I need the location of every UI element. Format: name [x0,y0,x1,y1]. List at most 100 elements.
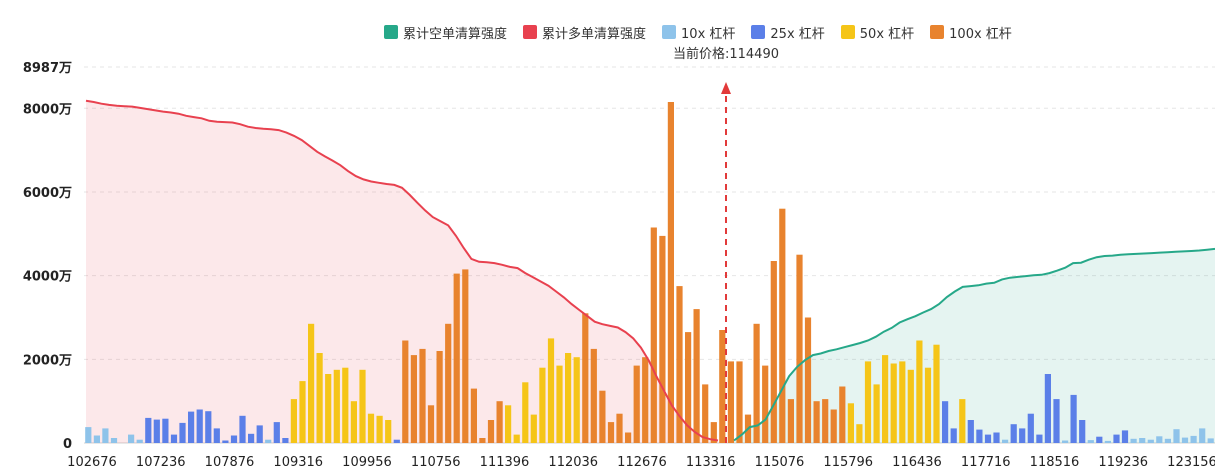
bar-25x[interactable] [1036,434,1043,443]
bar-10x[interactable] [265,439,272,443]
bar-100x[interactable] [770,261,777,443]
bar-10x[interactable] [1207,438,1214,443]
bar-10x[interactable] [1156,436,1163,443]
bar-100x[interactable] [813,401,820,443]
bar-100x[interactable] [804,317,812,444]
bar-25x[interactable] [1113,434,1120,443]
bar-10x[interactable] [110,438,118,443]
bar-50x[interactable] [899,361,906,443]
bar-25x[interactable] [205,411,212,443]
bar-25x[interactable] [1019,428,1026,443]
bar-50x[interactable] [916,340,923,444]
bar-50x[interactable] [530,414,537,443]
bar-50x[interactable] [350,401,357,443]
bar-100x[interactable] [436,351,443,443]
bar-10x[interactable] [1181,437,1189,443]
bar-50x[interactable] [547,338,555,443]
bar-25x[interactable] [145,417,152,443]
bar-10x[interactable] [102,428,109,443]
legend-item[interactable]: 累计多单清算强度 [523,23,646,42]
bar-100x[interactable] [453,273,460,443]
bar-50x[interactable] [299,381,306,443]
bar-50x[interactable] [367,413,375,443]
bar-50x[interactable] [565,353,572,443]
bar-100x[interactable] [830,409,837,444]
bar-50x[interactable] [556,365,563,443]
bar-10x[interactable] [1164,438,1171,443]
bar-50x[interactable] [342,367,349,443]
bar-50x[interactable] [316,353,323,443]
bar-25x[interactable] [976,429,983,443]
bar-50x[interactable] [573,357,580,443]
bar-50x[interactable] [513,434,520,443]
bar-25x[interactable] [273,422,280,443]
bar-50x[interactable] [376,415,383,443]
bar-25x[interactable] [1027,413,1034,443]
bar-25x[interactable] [993,432,1000,444]
bar-10x[interactable] [1190,435,1197,443]
bar-50x[interactable] [890,363,897,444]
bar-50x[interactable] [308,323,315,443]
bar-50x[interactable] [522,382,529,443]
legend-item[interactable]: 25x 杠杆 [751,23,825,42]
bar-10x[interactable] [1147,439,1154,443]
bar-100x[interactable] [787,399,794,443]
bar-100x[interactable] [779,208,786,443]
bar-50x[interactable] [907,369,914,443]
bar-100x[interactable] [685,332,692,443]
bar-100x[interactable] [710,422,717,443]
bar-50x[interactable] [385,420,392,443]
bar-100x[interactable] [590,348,597,443]
bar-50x[interactable] [539,367,546,443]
bar-100x[interactable] [470,388,477,443]
bar-100x[interactable] [479,438,486,443]
bar-100x[interactable] [616,413,623,443]
bar-100x[interactable] [487,420,495,443]
bar-25x[interactable] [179,422,186,443]
bar-50x[interactable] [873,384,880,443]
bar-100x[interactable] [736,361,743,443]
bar-50x[interactable] [359,369,366,443]
bar-50x[interactable] [505,405,512,443]
bar-100x[interactable] [642,357,649,443]
bar-100x[interactable] [727,361,734,443]
bar-25x[interactable] [950,428,957,443]
bar-100x[interactable] [762,365,769,443]
bar-10x[interactable] [1104,440,1111,443]
legend-item[interactable]: 10x 杠杆 [662,23,735,42]
bar-25x[interactable] [1070,394,1077,443]
bar-25x[interactable] [196,409,203,444]
bar-25x[interactable] [984,434,992,443]
bar-100x[interactable] [719,330,726,443]
bar-10x[interactable] [1139,438,1146,443]
bar-25x[interactable] [1044,374,1051,443]
bar-100x[interactable] [599,390,606,443]
bar-25x[interactable] [942,401,949,443]
bar-100x[interactable] [427,405,435,443]
bar-100x[interactable] [402,340,409,444]
bar-50x[interactable] [333,369,340,443]
bar-25x[interactable] [1121,430,1129,443]
bar-25x[interactable] [162,418,169,443]
bar-100x[interactable] [822,399,829,443]
bar-50x[interactable] [924,367,932,443]
bar-100x[interactable] [410,355,417,443]
bar-50x[interactable] [325,374,332,443]
bar-25x[interactable] [1096,436,1103,443]
bar-25x[interactable] [170,434,178,443]
bar-25x[interactable] [1053,399,1060,443]
bar-25x[interactable] [256,425,263,443]
bar-25x[interactable] [393,439,400,443]
bar-25x[interactable] [967,420,974,443]
bar-25x[interactable] [213,428,220,443]
bar-25x[interactable] [153,419,160,443]
bar-10x[interactable] [136,439,143,443]
bar-25x[interactable] [1010,424,1017,443]
bar-100x[interactable] [633,365,640,443]
bar-100x[interactable] [419,348,426,443]
bar-50x[interactable] [856,424,863,443]
legend-item[interactable]: 累计空单清算强度 [384,23,507,42]
bar-100x[interactable] [496,401,503,443]
bar-25x[interactable] [188,411,195,443]
bar-100x[interactable] [839,386,846,444]
